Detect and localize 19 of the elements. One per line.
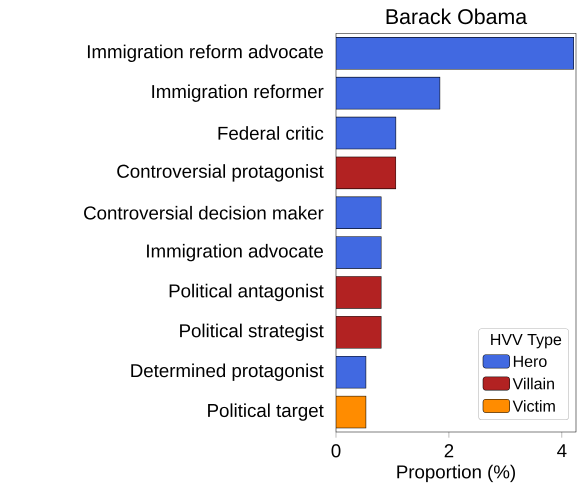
x-tick-label: 0 xyxy=(332,444,340,458)
y-tick-label: Controversial protagonist xyxy=(117,164,324,182)
x-axis-title: Proportion (%) xyxy=(397,464,515,482)
y-tick-label: Political target xyxy=(208,403,324,421)
legend-label: Hero xyxy=(514,356,547,368)
legend-title: HVV Type xyxy=(491,334,562,348)
y-tick-label: Controversial decision maker xyxy=(84,206,324,220)
y-tick-label: Immigration advocate xyxy=(147,244,323,262)
y-tick-label: Federal critic xyxy=(218,126,324,140)
y-tick-label: Immigration reform advocate xyxy=(88,44,323,62)
x-tick-label: 4 xyxy=(557,444,567,458)
legend-label: Villain xyxy=(512,378,554,390)
y-tick-label: Political antagonist xyxy=(170,284,324,302)
y-tick-label: Determined protagonist xyxy=(131,364,324,381)
x-tick-label: 2 xyxy=(444,444,454,458)
y-tick-label: Political strategist xyxy=(180,324,324,342)
y-tick-label: Immigration reformer xyxy=(152,84,324,102)
chart-title: Barack Obama xyxy=(386,8,528,24)
legend-label: Victim xyxy=(512,400,555,412)
